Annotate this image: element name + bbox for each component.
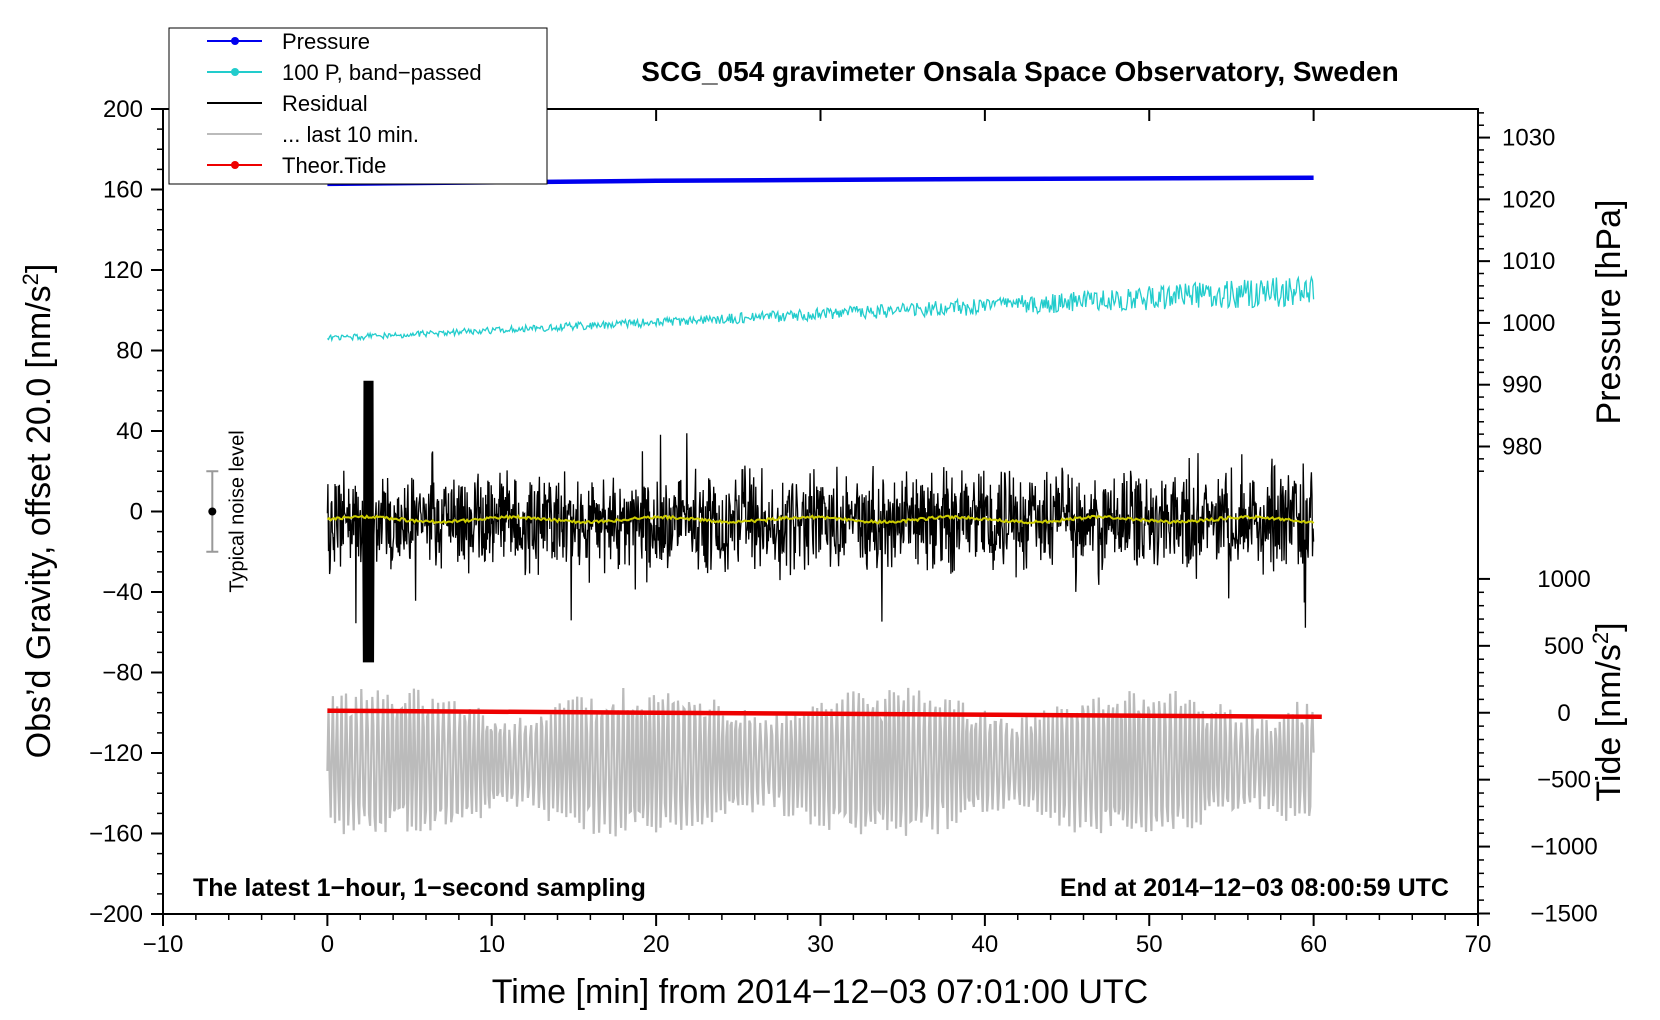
legend-label: 100 P, band−passed [282,60,482,85]
chart-title: SCG_054 gravimeter Onsala Space Observat… [641,56,1398,87]
noise-indicator: Typical noise level [206,430,248,593]
pressure-tick-label: 990 [1502,372,1542,399]
x-tick-label: 50 [1136,931,1163,958]
y-tick-label: 0 [130,499,143,526]
y-tick-label: −200 [89,901,143,928]
y-tick-label: −160 [89,821,143,848]
pressure-tick-label: 1030 [1502,125,1555,152]
legend-marker [231,161,239,169]
y-tick-label: 160 [103,177,143,204]
y-tick-label: −120 [89,740,143,767]
y-tick-label: −80 [102,660,143,687]
y-axis-title: Obs’d Gravity, offset 20.0 [nm/s2] [18,264,59,759]
tide-tick-label: 1000 [1537,566,1590,593]
tide-tick-label: 0 [1557,700,1570,727]
y-tick-label: 200 [103,96,143,123]
pressure-tick-label: 1010 [1502,248,1555,275]
y-tick-label: −40 [102,579,143,606]
tide-axis-ticks: −1500 −1000 −500 0 500 1000 [1478,566,1598,927]
x-axis-title: Time [min] from 2014−12−03 07:01:00 UTC [492,973,1148,1011]
y-tick-label: 120 [103,257,143,284]
pressure-tick-label: 1020 [1502,186,1555,213]
tide-axis-title-end: ] [1590,622,1628,631]
series-theoretical-tide [327,708,1322,720]
legend-label: Pressure [282,29,370,54]
tide-tick-label: −500 [1537,767,1591,794]
tide-tick-label: −1500 [1530,900,1597,927]
legend-label: Residual [282,91,368,116]
tide-tick-label: −1000 [1530,834,1597,861]
x-tick-label: 40 [972,931,999,958]
y-axis-title-end: ] [20,264,58,273]
series-last-10-min [326,687,1315,837]
noise-label: Typical noise level [226,430,248,592]
x-tick-label: 10 [478,931,505,958]
x-tick-label: −10 [143,931,184,958]
y-axis-title-sup: 2 [18,273,43,285]
x-tick-label: 0 [321,931,334,958]
tide-axis-title: Tide [nm/s2] [1588,622,1629,801]
y-tick-label: 40 [116,418,143,445]
series-residual-smoothed [326,513,1315,525]
series-layer [326,175,1322,837]
annotation-sampling: The latest 1−hour, 1−second sampling [193,874,646,902]
legend-label: Theor.Tide [282,153,386,178]
pressure-tick-label: 980 [1502,433,1542,460]
legend-marker [231,68,239,76]
tide-tick-label: 500 [1544,633,1584,660]
x-tick-label: 20 [643,931,670,958]
y-tick-label: 80 [116,338,143,365]
tide-axis-title-sup: 2 [1588,632,1613,644]
noise-marker [208,507,217,516]
tide-axis-title-main: Tide [nm/s [1590,644,1628,801]
y-axis-ticks: −200 −160 −120 −80 −40 0 40 80 120 160 200 [89,96,163,928]
x-tick-label: 30 [807,931,834,958]
x-axis-ticks: −10 0 10 20 30 40 50 60 70 [143,109,1492,958]
pressure-tick-label: 1000 [1502,310,1555,337]
pressure-axis-ticks: 980 990 1000 1010 1020 1030 [1478,112,1555,472]
pressure-axis-title: Pressure [hPa] [1590,200,1628,425]
legend-marker [231,37,239,45]
legend-box [168,27,548,185]
x-tick-label: 70 [1465,931,1492,958]
legend: Pressure 100 P, band−passed Residual ... la… [168,27,548,185]
x-tick-label: 60 [1300,931,1327,958]
series-residual [326,380,1315,663]
legend-label: ... last 10 min. [282,122,419,147]
series-pressure-band-passed [326,275,1315,343]
annotation-end-time: End at 2014−12−03 08:00:59 UTC [1060,874,1449,902]
y-axis-title-main: Obs’d Gravity, offset 20.0 [nm/s [20,285,58,758]
